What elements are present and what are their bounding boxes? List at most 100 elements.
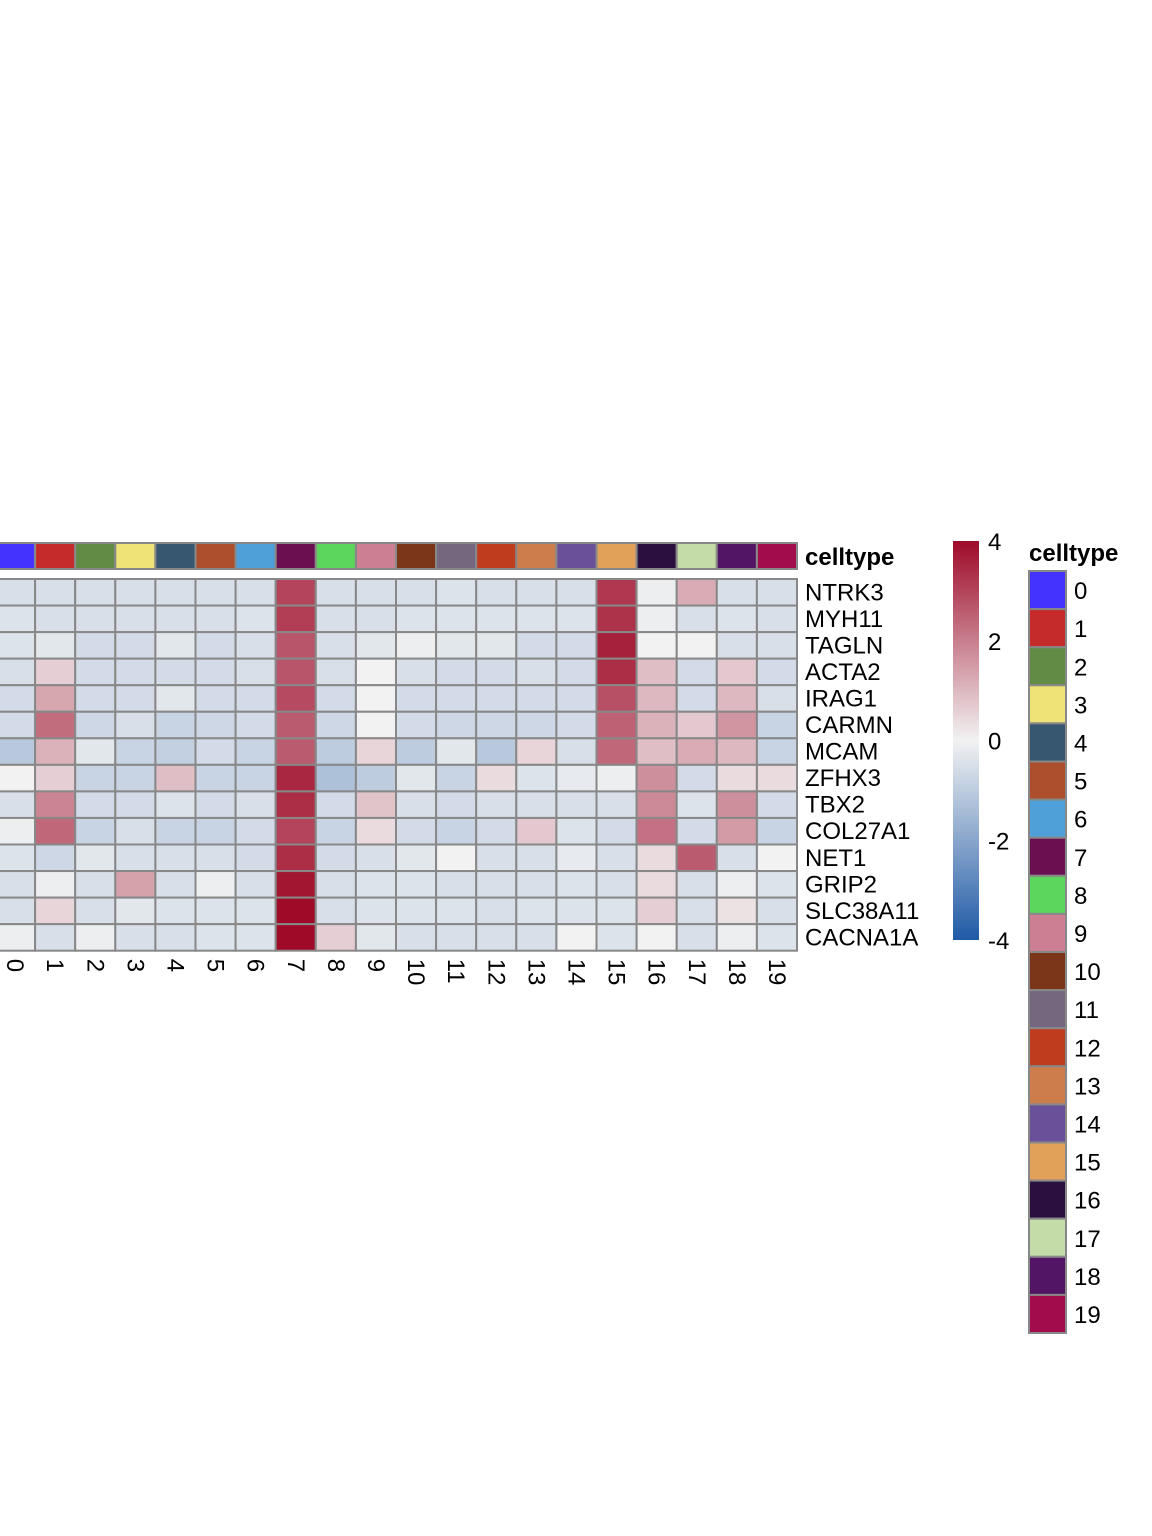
heatmap-cell xyxy=(34,896,77,926)
heatmap-cell xyxy=(715,684,758,713)
heatmap-cell xyxy=(675,578,718,607)
heatmap-cell xyxy=(755,710,799,740)
column-label: 13 xyxy=(522,959,549,986)
row-label: COL27A1 xyxy=(805,818,910,845)
legend-swatch-2 xyxy=(1028,646,1067,687)
heatmap-cell xyxy=(74,657,117,687)
legend-label: 12 xyxy=(1074,1035,1101,1062)
heatmap-cell xyxy=(755,923,799,952)
heatmap-cell xyxy=(555,657,598,687)
heatmap-cell xyxy=(395,684,438,713)
legend-swatch-0 xyxy=(1028,570,1067,611)
row-label: TAGLN xyxy=(805,632,883,659)
heatmap-cell xyxy=(435,684,478,713)
heatmap-cell xyxy=(0,816,37,846)
legend-label: 14 xyxy=(1074,1111,1101,1138)
heatmap-cell xyxy=(154,896,197,926)
legend-swatch-16 xyxy=(1028,1179,1067,1220)
celltype-annotation-bar xyxy=(0,542,799,570)
heatmap-cell xyxy=(234,923,277,952)
heatmap-cell xyxy=(354,763,397,793)
heatmap-cell xyxy=(234,816,277,846)
heatmap-cell xyxy=(274,631,317,660)
heatmap-cell xyxy=(395,604,438,634)
heatmap-cell xyxy=(114,896,157,926)
heatmap-cell xyxy=(635,896,678,926)
row-label: CARMN xyxy=(805,712,893,739)
annotation-cell-9 xyxy=(354,542,397,570)
heatmap-cell xyxy=(715,631,758,660)
heatmap-cell xyxy=(0,578,37,607)
heatmap-cell xyxy=(354,896,397,926)
heatmap-cell xyxy=(274,578,317,607)
heatmap-cell xyxy=(635,790,678,819)
heatmap-cell xyxy=(274,710,317,740)
column-label: 4 xyxy=(161,959,188,972)
heatmap-cell xyxy=(515,843,558,873)
heatmap-cell xyxy=(515,684,558,713)
heatmap-cell xyxy=(154,790,197,819)
heatmap-cell xyxy=(194,604,237,634)
column-label: 5 xyxy=(202,959,229,972)
row-label: NET1 xyxy=(805,845,866,872)
column-label: 10 xyxy=(402,959,429,986)
heatmap-cell xyxy=(755,843,799,873)
heatmap-cell xyxy=(475,684,518,713)
column-label: 11 xyxy=(442,959,469,984)
heatmap-cell xyxy=(475,710,518,740)
colorbar-tick-label: -2 xyxy=(988,828,1009,855)
annotation-cell-5 xyxy=(194,542,237,570)
legend-swatch-13 xyxy=(1028,1065,1067,1106)
heatmap-cell xyxy=(715,790,758,819)
heatmap-cell xyxy=(435,631,478,660)
heatmap-cell xyxy=(114,710,157,740)
heatmap-cell xyxy=(555,684,598,713)
heatmap-cell xyxy=(314,631,357,660)
heatmap-cell xyxy=(34,870,77,899)
heatmap-cell xyxy=(234,604,277,634)
heatmap-cell xyxy=(595,684,638,713)
heatmap-cell xyxy=(715,896,758,926)
annotation-cell-11 xyxy=(435,542,478,570)
legend-swatch-5 xyxy=(1028,760,1067,801)
heatmap-cell xyxy=(0,657,37,687)
heatmap-cell xyxy=(154,816,197,846)
heatmap-cell xyxy=(595,710,638,740)
heatmap-cell xyxy=(0,604,37,634)
row-label: MCAM xyxy=(805,739,878,766)
legend-label: 19 xyxy=(1074,1302,1101,1329)
annotation-cell-7 xyxy=(274,542,317,570)
legend-swatch-18 xyxy=(1028,1255,1067,1296)
heatmap-cell xyxy=(715,578,758,607)
heatmap-cell xyxy=(555,923,598,952)
heatmap-cell xyxy=(435,710,478,740)
heatmap-cell xyxy=(475,657,518,687)
heatmap-cell xyxy=(395,737,438,766)
heatmap-cell xyxy=(435,843,478,873)
heatmap-cell xyxy=(314,816,357,846)
legend-label: 0 xyxy=(1074,578,1087,605)
heatmap-cell xyxy=(555,578,598,607)
heatmap-cell xyxy=(154,604,197,634)
heatmap-cell xyxy=(354,737,397,766)
heatmap-cell xyxy=(34,790,77,819)
legend-swatch-8 xyxy=(1028,874,1067,915)
legend-swatch-7 xyxy=(1028,836,1067,877)
legend-label: 16 xyxy=(1074,1188,1101,1215)
heatmap-cell xyxy=(435,870,478,899)
heatmap-cell xyxy=(354,870,397,899)
heatmap-cell xyxy=(154,763,197,793)
heatmap-cell xyxy=(595,631,638,660)
legend-label: 8 xyxy=(1074,883,1087,910)
heatmap-cell xyxy=(274,816,317,846)
row-label: IRAG1 xyxy=(805,685,877,712)
heatmap-cell xyxy=(114,737,157,766)
row-label: ACTA2 xyxy=(805,659,881,686)
legend-label: 10 xyxy=(1074,959,1101,986)
heatmap-cell xyxy=(114,763,157,793)
column-label: 6 xyxy=(242,959,269,972)
heatmap-cell xyxy=(34,631,77,660)
heatmap-cell xyxy=(354,710,397,740)
heatmap-cell xyxy=(114,843,157,873)
heatmap-cell xyxy=(395,631,438,660)
